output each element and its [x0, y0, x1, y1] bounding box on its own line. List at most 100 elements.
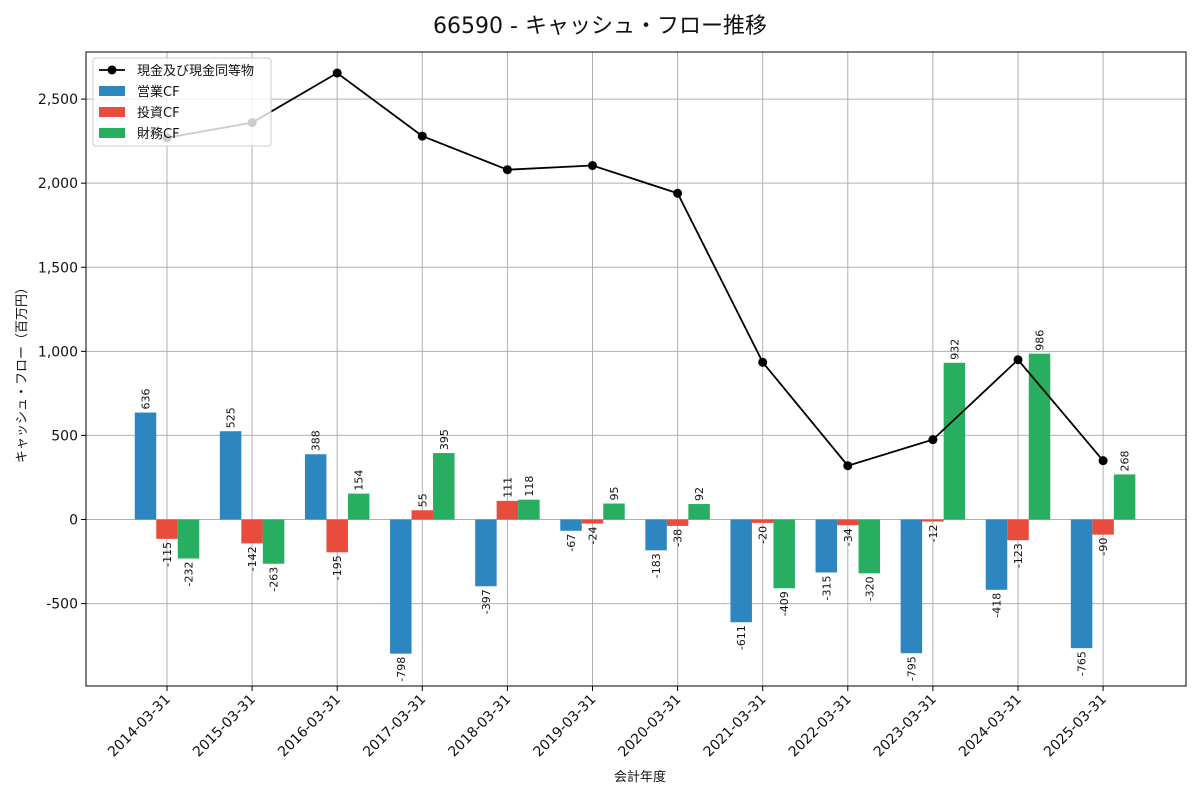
cash-point-2018-03-31 [502, 165, 512, 175]
bar-value-label: -795 [905, 656, 918, 681]
bar-value-label: 268 [1119, 450, 1132, 471]
bar-営業CF-2016-03-31 [304, 454, 327, 520]
bar-value-label: 932 [948, 339, 961, 360]
y-tick-label: 2,000 [38, 176, 78, 192]
bar-value-label: -123 [1012, 543, 1025, 568]
cash-point-2016-03-31 [332, 68, 342, 78]
legend-swatch [99, 107, 125, 117]
x-tick-label: 2015-03-31 [190, 692, 259, 761]
x-tick-label: 2021-03-31 [701, 692, 770, 761]
bar-value-label: 636 [140, 389, 153, 410]
bar-value-label: -315 [820, 575, 833, 600]
x-axis-ticks: 2014-03-31 2015-03-31 2016-03-31 2017-03-31… [105, 686, 1110, 760]
legend-swatch [99, 86, 125, 96]
bar-財務CF-2020-03-31 [688, 504, 710, 520]
bar-営業CF-2020-03-31 [645, 519, 667, 551]
bar-value-label: 95 [608, 487, 621, 501]
bar-投資CF-2020-03-31 [666, 519, 689, 526]
bar-投資CF-2014-03-31 [156, 519, 178, 539]
bar-投資CF-2024-03-31 [1007, 519, 1029, 541]
y-axis-ticks: -500 0 500 1,000 1,500 2,000 2,500 [38, 92, 86, 613]
x-tick-label: 2023-03-31 [871, 692, 940, 761]
bar-財務CF-2019-03-31 [603, 503, 625, 520]
bar-営業CF-2018-03-31 [475, 519, 497, 587]
bar-投資CF-2015-03-31 [241, 519, 263, 544]
bar-value-label: 525 [225, 407, 238, 428]
y-tick-label: 0 [69, 513, 78, 529]
bar-value-label: -397 [480, 589, 493, 614]
x-tick-label: 2020-03-31 [616, 692, 685, 761]
x-tick-label: 2019-03-31 [530, 692, 599, 761]
bar-value-label: 111 [501, 477, 514, 498]
cash-point-2022-03-31 [843, 461, 853, 471]
bar-財務CF-2023-03-31 [943, 362, 966, 520]
bar-投資CF-2016-03-31 [326, 519, 348, 553]
cash-line [162, 68, 1108, 471]
bar-財務CF-2016-03-31 [347, 493, 370, 520]
bar-value-label: -38 [672, 529, 685, 547]
bar-営業CF-2023-03-31 [900, 519, 923, 654]
bar-value-label: 986 [1034, 330, 1047, 351]
bar-投資CF-2017-03-31 [411, 510, 434, 520]
cash-point-2024-03-31 [1013, 355, 1023, 365]
y-tick-label: 1,000 [38, 344, 78, 360]
grid [86, 52, 1186, 686]
bar-財務CF-2015-03-31 [262, 519, 285, 564]
x-tick-label: 2016-03-31 [275, 692, 344, 761]
cash-point-2020-03-31 [673, 188, 683, 198]
cash-point-2025-03-31 [1098, 456, 1108, 466]
bar-value-label: -320 [863, 576, 876, 601]
bar-value-label: -34 [842, 528, 855, 546]
bar-value-label: -115 [161, 542, 174, 567]
cash-point-2021-03-31 [758, 357, 768, 367]
bar-value-label: 118 [523, 476, 536, 497]
bar-value-label: -232 [183, 562, 196, 587]
legend-label: 現金及び現金同等物 [137, 63, 254, 79]
bar-投資CF-2025-03-31 [1092, 519, 1114, 535]
bar-財務CF-2022-03-31 [858, 519, 881, 574]
bar-営業CF-2024-03-31 [985, 519, 1008, 590]
cash-point-2017-03-31 [417, 131, 427, 141]
bar-value-label: 388 [310, 430, 323, 451]
bar-投資CF-2023-03-31 [922, 519, 944, 522]
x-tick-label: 2018-03-31 [445, 692, 514, 761]
bar-投資CF-2021-03-31 [751, 519, 774, 523]
cash-line-path [166, 71, 1104, 467]
legend-swatch [99, 128, 125, 138]
bar-営業CF-2022-03-31 [815, 519, 838, 573]
bar-value-label: -12 [927, 525, 940, 543]
legend-label: 財務CF [137, 127, 180, 142]
bar-value-label: -409 [778, 591, 791, 616]
bar-営業CF-2017-03-31 [390, 519, 412, 654]
legend-label: 営業CF [137, 84, 180, 100]
bar-財務CF-2024-03-31 [1028, 353, 1051, 520]
bar-value-label: -90 [1097, 538, 1110, 556]
bar-財務CF-2018-03-31 [518, 499, 540, 520]
bar-投資CF-2018-03-31 [496, 500, 519, 520]
bar-value-label: -765 [1076, 651, 1089, 676]
bar-value-label: 154 [353, 470, 366, 491]
chart-title: 66590 - キャッシュ・フロー推移 [433, 14, 767, 39]
legend-label: 投資CF [137, 105, 180, 121]
bar-投資CF-2022-03-31 [837, 519, 859, 526]
x-axis-label: 会計年度 [614, 769, 666, 785]
bar-value-label: -418 [991, 593, 1004, 618]
bar-財務CF-2021-03-31 [773, 519, 795, 589]
bar-財務CF-2014-03-31 [177, 519, 200, 559]
bar-投資CF-2019-03-31 [581, 519, 604, 524]
bar-value-label: 55 [416, 493, 429, 507]
x-tick-label: 2024-03-31 [956, 692, 1025, 761]
bar-財務CF-2017-03-31 [433, 453, 455, 520]
bar-value-label: -183 [650, 553, 663, 578]
x-tick-label: 2025-03-31 [1041, 692, 1110, 761]
bar-value-label: -611 [735, 625, 748, 650]
bar-value-label: -263 [268, 567, 281, 592]
plot-frame [85, 51, 1187, 687]
bar-営業CF-2025-03-31 [1070, 519, 1093, 649]
legend-box [92, 57, 272, 147]
x-tick-label: 2017-03-31 [360, 692, 429, 761]
bar-value-label: -195 [331, 555, 344, 580]
bar-value-label: 395 [438, 429, 451, 450]
